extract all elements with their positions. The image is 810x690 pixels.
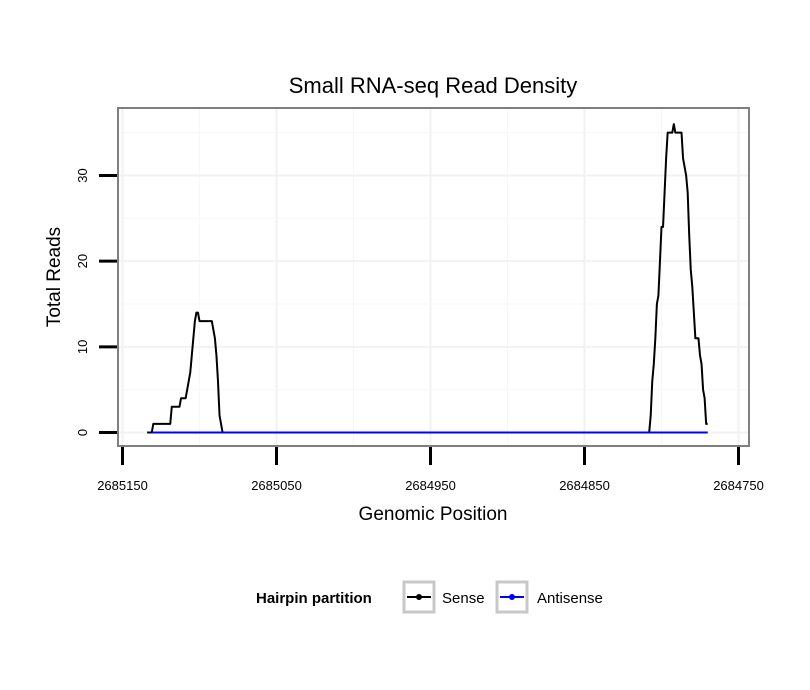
x-tick-label: 2684850 xyxy=(559,478,610,493)
x-tick-label: 2684950 xyxy=(405,478,456,493)
plot-background xyxy=(118,108,749,446)
legend-title: Hairpin partition xyxy=(256,590,372,607)
legend-item-sense: Sense xyxy=(402,580,485,614)
legend: Hairpin partition Sense Antisense xyxy=(256,580,603,614)
y-tick-label: 30 xyxy=(75,168,90,182)
chart-title: Small RNA-seq Read Density xyxy=(289,73,578,98)
series-layer xyxy=(147,123,708,434)
x-axis: 2685150 2685050 2684950 2684850 2684750 xyxy=(97,447,764,493)
legend-point-antisense xyxy=(509,594,515,600)
plot-border xyxy=(117,107,750,447)
y-tick-label: 20 xyxy=(75,254,90,268)
legend-label-sense: Sense xyxy=(442,590,485,607)
y-axis: 0 10 20 30 xyxy=(75,168,117,436)
y-tick-label: 0 xyxy=(75,429,90,436)
legend-label-antisense: Antisense xyxy=(537,590,603,607)
legend-item-antisense: Antisense xyxy=(495,580,603,614)
legend-point-sense xyxy=(416,594,422,600)
y-tick-label: 10 xyxy=(75,340,90,354)
y-axis-title: Total Reads xyxy=(44,227,65,327)
series-line-sense xyxy=(147,123,708,434)
x-axis-title: Genomic Position xyxy=(359,504,508,525)
x-tick-label: 2685150 xyxy=(97,478,148,493)
x-tick-label: 2684750 xyxy=(713,478,764,493)
x-tick-label: 2685050 xyxy=(251,478,302,493)
